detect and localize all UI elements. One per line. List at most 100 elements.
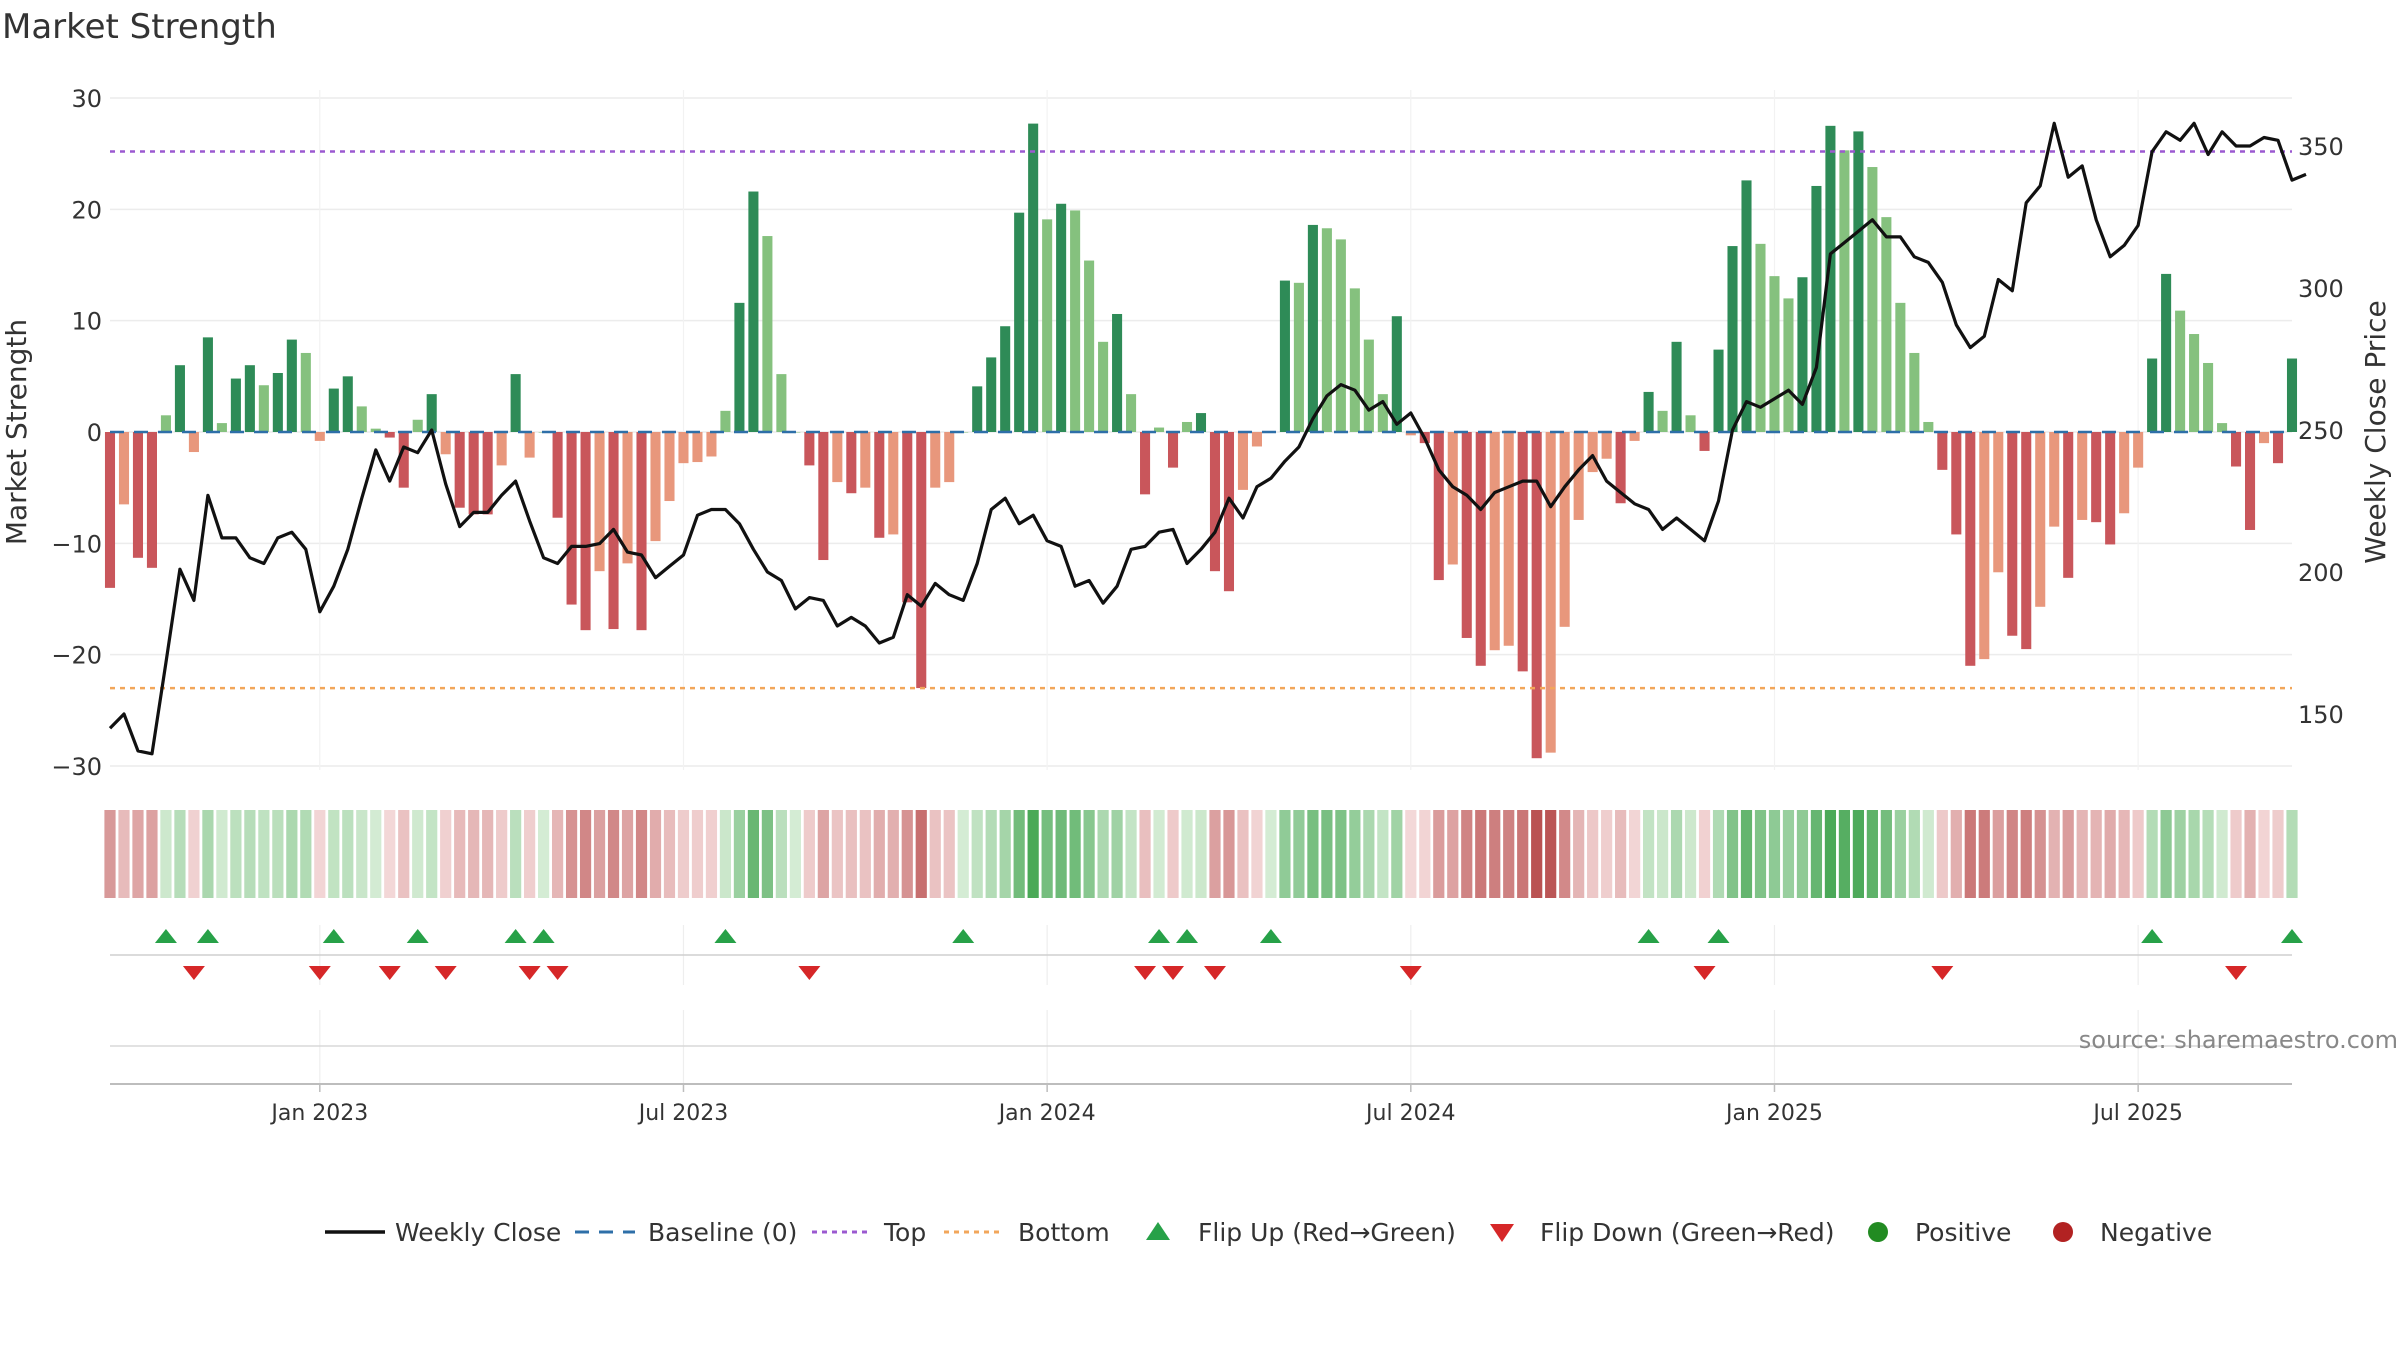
heat-cell [1573, 810, 1585, 898]
strength-bar [818, 432, 829, 561]
y2-tick-label: 150 [2298, 701, 2344, 729]
heat-cell [1489, 810, 1501, 898]
heat-cell [2230, 810, 2242, 898]
flip-up-marker [322, 929, 345, 943]
strength-bar [1797, 277, 1808, 432]
heat-cell [258, 810, 270, 898]
heat-cell [845, 810, 857, 898]
heat-cell [565, 810, 578, 898]
strength-bar [720, 410, 731, 432]
source-annotation: source: sharemaestro.com [2079, 1026, 2398, 1054]
legend: Weekly Close Baseline (0) Top Bottom Flip Up… [325, 1218, 2212, 1247]
flip-down-marker [378, 966, 401, 980]
strength-bar [1391, 316, 1402, 432]
x-tick-label: Jul 2023 [637, 1101, 729, 1126]
heat-cell [1978, 810, 1990, 898]
y-axis-label: Market Strength [0, 319, 33, 545]
strength-bar [118, 432, 130, 505]
heat-cell [314, 810, 326, 898]
heat-cell [1475, 810, 1487, 898]
strength-bar [1769, 276, 1780, 432]
heat-cell [1181, 810, 1193, 898]
x-tick-label: Jul 2024 [1364, 1101, 1456, 1126]
heat-cell [2188, 810, 2200, 898]
strength-bar [1517, 432, 1528, 672]
heat-cell [1363, 810, 1375, 898]
strength-bar [1629, 432, 1640, 441]
flip-down-marker [308, 966, 331, 980]
strength-bar [1643, 391, 1654, 432]
heat-cell [216, 810, 228, 898]
strength-bar [1867, 167, 1878, 432]
heat-cell [1055, 810, 1067, 898]
strength-bar [1447, 432, 1458, 565]
heat-cell [901, 810, 913, 898]
heat-cell [426, 810, 438, 898]
heat-cell [1782, 810, 1795, 898]
heat-cell [1936, 810, 1948, 898]
strength-bar [804, 432, 815, 466]
heat-cell [1964, 810, 1976, 898]
strength-bar [1825, 125, 1836, 432]
gridlines [110, 90, 2292, 1085]
heat-cell [2006, 810, 2018, 898]
strength-bar [2035, 432, 2046, 607]
heat-cell [1069, 810, 1081, 898]
strength-bar [272, 372, 283, 432]
strength-bar [622, 432, 633, 564]
heat-cell [999, 810, 1011, 898]
heat-cell [2286, 810, 2298, 898]
heat-cell [1880, 810, 1892, 898]
strength-bar [762, 236, 773, 432]
flip-down-marker [798, 966, 821, 980]
heat-cell [1377, 810, 1389, 898]
strength-bar [1042, 219, 1053, 432]
heat-cell [1027, 810, 1039, 898]
strength-bar [202, 337, 213, 432]
heat-cell [104, 810, 116, 898]
heat-cell [188, 810, 200, 898]
heat-cell [1223, 810, 1235, 898]
strength-bar [104, 432, 116, 588]
heat-cell [1433, 810, 1445, 898]
strength-bar [846, 432, 857, 494]
reference-lines [108, 121, 2307, 756]
heat-cell [789, 810, 801, 898]
flip-down-marker [2225, 966, 2248, 980]
heat-cell [1265, 810, 1277, 898]
strength-bar [1098, 341, 1109, 432]
heat-cell [621, 810, 634, 898]
heat-cell [1684, 810, 1697, 898]
heat-cell [705, 810, 718, 898]
heat-cell [775, 810, 787, 898]
heat-cell [2118, 810, 2130, 898]
heat-cell [1013, 810, 1025, 898]
heat-cell [2048, 810, 2060, 898]
legend-label: Flip Down (Green→Red) [1540, 1218, 1835, 1247]
heat-cell [2090, 810, 2102, 898]
strength-bar [1923, 421, 1934, 432]
heat-cell [859, 810, 871, 898]
heat-cell [1531, 810, 1543, 898]
heat-cell [2202, 810, 2214, 898]
heat-cell [943, 810, 955, 898]
legend-swatch-negative [2053, 1222, 2073, 1242]
flip-markers [110, 929, 2303, 1047]
strength-bar [174, 365, 185, 432]
strength-bar [524, 432, 535, 458]
heat-cell [1209, 810, 1221, 898]
strength-bar [1699, 432, 1710, 451]
heat-cell [272, 810, 284, 898]
heat-cell [2020, 810, 2032, 898]
heat-cell [356, 810, 368, 898]
strength-bar [440, 432, 451, 455]
strength-bar [1377, 394, 1388, 432]
strength-bar [2175, 310, 2186, 432]
flip-up-marker [196, 929, 219, 943]
chart-title: Market Strength [2, 7, 277, 47]
heat-cell [482, 810, 494, 898]
heat-cell [468, 810, 480, 898]
legend-swatch-positive [1868, 1222, 1888, 1242]
heat-cell [915, 810, 927, 898]
heat-cell [370, 810, 382, 898]
